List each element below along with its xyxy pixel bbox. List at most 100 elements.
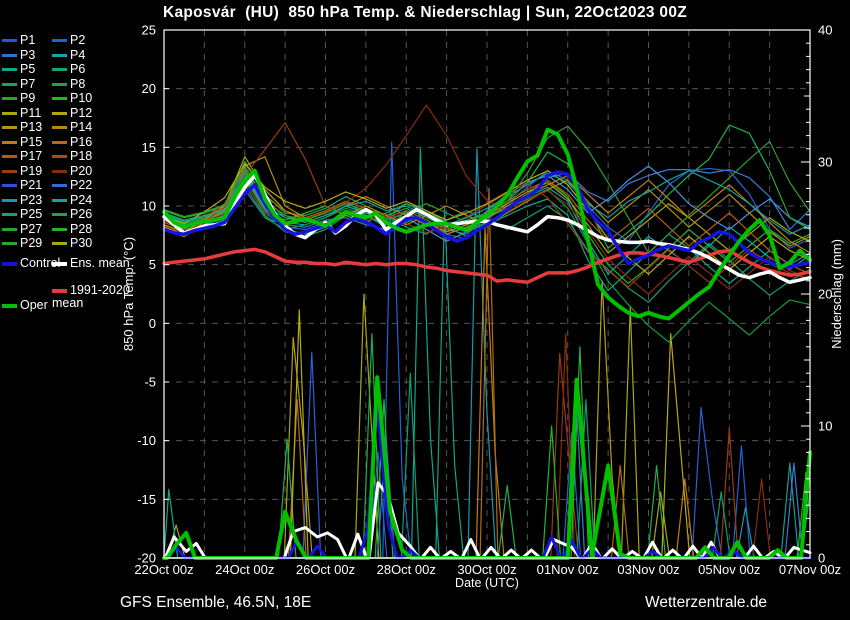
legend-item-p3-label: P3 (20, 47, 36, 62)
legend-item-p25-label: P25 (20, 207, 43, 221)
legend-item-p12-label: P12 (70, 105, 93, 120)
legend-item-p21-swatch (2, 184, 17, 188)
legend-item-p23-label: P23 (20, 192, 43, 207)
legend-item-p16: P16 (52, 135, 92, 149)
legend-item-p25: P25 (2, 207, 42, 221)
legend-item-p30-label: P30 (70, 236, 93, 250)
legend-item-p21: P21 (2, 178, 42, 192)
legend-item-ens-mean-swatch (52, 261, 67, 266)
y-axis-title-precip: Niederschlag (mm) (829, 239, 844, 349)
temp--mean-line (162, 247, 812, 285)
legend-item-p5: P5 (2, 62, 35, 76)
legend-item-ens-mean: Ens. mean (52, 256, 130, 270)
legend-item-control: Control (2, 256, 60, 270)
legend-item-p24-swatch (52, 198, 67, 202)
date-tick-label: 24Oct 00z (215, 562, 274, 577)
legend-item-p11-swatch (2, 111, 17, 115)
temp-tick-label: 20 (142, 81, 156, 96)
legend-item-p20-swatch (52, 169, 67, 173)
legend-item-p10: P10 (52, 91, 92, 105)
legend-item-p6: P6 (52, 62, 85, 76)
temp-tick-label: 5 (149, 257, 156, 272)
legend-item-p15-label: P15 (20, 134, 43, 149)
precip-member-line (163, 351, 811, 559)
temp-tick-label: 15 (142, 140, 156, 155)
legend-item-p29: P29 (2, 236, 42, 250)
date-tick-label: 28Oct 00z (377, 562, 436, 577)
y-axis-title-temp: 850 hPa Temp. (°C) (121, 237, 136, 351)
temp-tick-label: -15 (137, 492, 156, 507)
legend-item-p2-swatch (52, 39, 67, 43)
legend-item-p5-swatch (2, 68, 17, 72)
legend-item-p21-label: P21 (20, 178, 43, 192)
legend-item-p3: P3 (2, 48, 35, 62)
legend-item-p12-swatch (52, 111, 67, 115)
ensemble-legend: P1 P2 P3 P4 P5 P6 P7 P8 P9 P10 P11 P12 P13 P14 P15 P16 P… (0, 0, 150, 560)
legend-item-p20-label: P20 (70, 163, 93, 178)
legend-item-p22-swatch (52, 184, 67, 188)
legend-item-p27: P27 (2, 222, 42, 236)
temp-tick-label: -5 (144, 375, 156, 390)
legend-item-p5-label: P5 (20, 62, 36, 76)
legend-item-1991-2020-mean-swatch (52, 288, 67, 293)
legend-item-p15-swatch (2, 140, 17, 144)
legend-item-p13-swatch (2, 126, 17, 130)
legend-item-1991-2020-mean-label: 1991-2020 mean (52, 283, 130, 310)
date-tick-label: 07Nov 00z (779, 562, 841, 577)
legend-item-p12: P12 (52, 106, 92, 120)
legend-item-p7-swatch (2, 82, 17, 86)
legend-item-p9: P9 (2, 91, 35, 105)
legend-item-p17: P17 (2, 149, 42, 163)
date-tick-label: 22Oct 00z (134, 562, 193, 577)
legend-item-p19-swatch (2, 169, 17, 173)
legend-item-p18-label: P18 (70, 149, 93, 163)
legend-item-p16-label: P16 (70, 134, 93, 149)
legend-item-p6-label: P6 (70, 62, 86, 76)
legend-item-p14: P14 (52, 120, 92, 134)
legend-item-p9-swatch (2, 97, 17, 101)
legend-item-p20: P20 (52, 164, 92, 178)
legend-item-ens-mean-label: Ens. mean (70, 256, 130, 270)
precip-tick-label: 30 (818, 155, 832, 170)
legend-item-oper: Oper (2, 298, 48, 312)
chart-title: Kaposvár (HU) 850 hPa Temp. & Niederschl… (162, 4, 688, 21)
date-tick-label: 30Oct 00z (457, 562, 516, 577)
legend-item-p26-label: P26 (70, 207, 93, 221)
legend-item-p29-label: P29 (20, 236, 43, 250)
precip-tick-label: 0 (818, 551, 825, 566)
legend-item-p16-swatch (52, 140, 67, 144)
date-tick-label: 01Nov 00z (537, 562, 599, 577)
date-tick-label: 26Oct 00z (296, 562, 355, 577)
legend-item-p30-swatch (52, 242, 67, 246)
legend-item-p11: P11 (2, 106, 41, 120)
legend-item-p8-swatch (52, 82, 67, 86)
legend-item-p26-swatch (52, 213, 67, 217)
legend-item-p29-swatch (2, 242, 17, 246)
legend-item-p26: P26 (52, 207, 92, 221)
legend-item-p4: P4 (52, 48, 85, 62)
legend-item-p4-swatch (52, 53, 67, 57)
legend-item-p25-swatch (2, 213, 17, 217)
legend-item-p27-swatch (2, 227, 17, 231)
legend-item-p13-label: P13 (20, 120, 43, 134)
legend-item-p2: P2 (52, 33, 85, 47)
legend-item-p9-label: P9 (20, 91, 36, 105)
legend-item-p23-swatch (2, 198, 17, 202)
temp-member-line (163, 163, 811, 275)
legend-item-p11-label: P11 (20, 105, 42, 120)
legend-item-p3-swatch (2, 53, 17, 57)
temp-tick-label: 10 (142, 199, 156, 214)
legend-item-p1-label: P1 (20, 33, 36, 47)
legend-item-p2-label: P2 (70, 33, 86, 47)
legend-item-p14-swatch (52, 126, 67, 130)
temp-tick-label: -10 (137, 433, 156, 448)
legend-item-p28-swatch (52, 227, 67, 231)
date-tick-label: 03Nov 00z (617, 562, 679, 577)
legend-item-p13: P13 (2, 120, 42, 134)
legend-item-oper-swatch (2, 303, 17, 308)
legend-item-p22: P22 (52, 178, 92, 192)
legend-item-p15: P15 (2, 135, 42, 149)
precip-member-line (163, 148, 811, 559)
